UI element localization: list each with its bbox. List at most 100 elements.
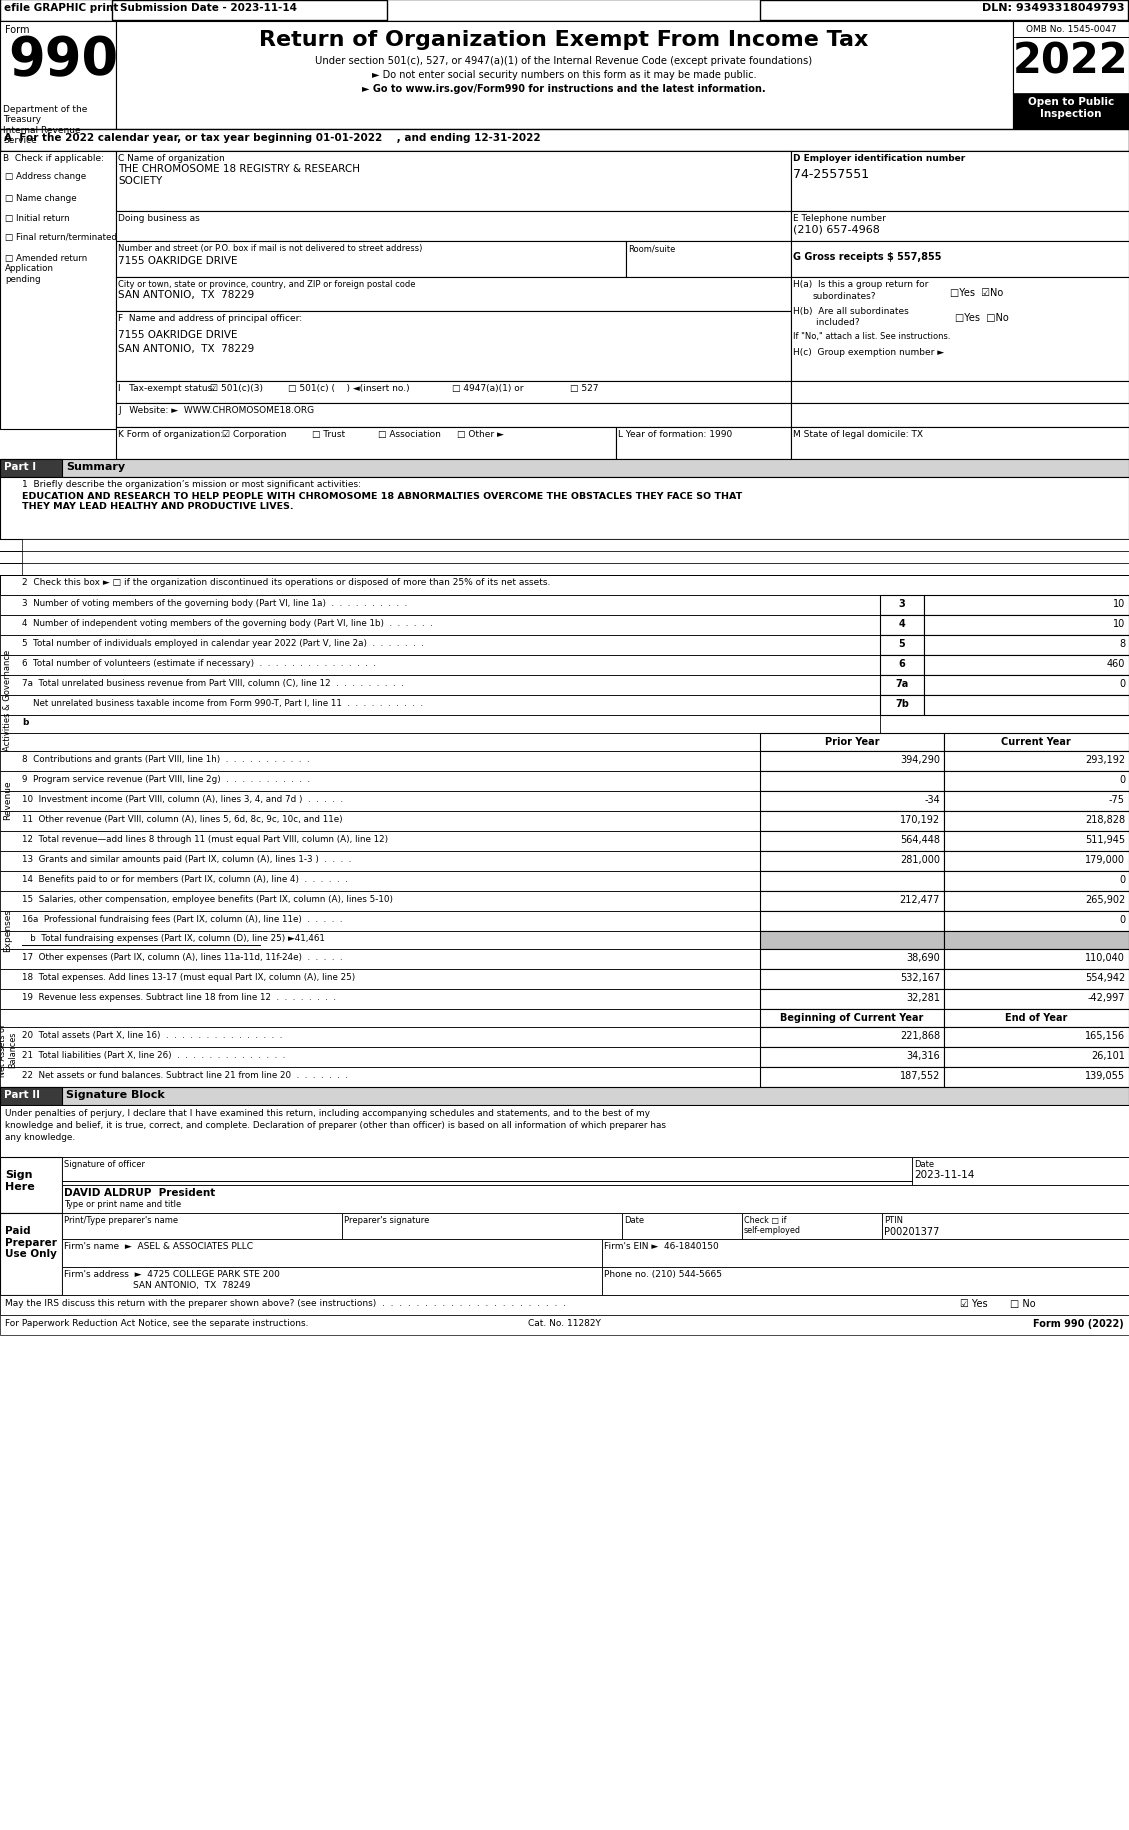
Text: 0: 0 xyxy=(1119,679,1124,688)
Bar xyxy=(0,655,879,675)
Bar xyxy=(879,655,924,675)
Text: □ Initial return: □ Initial return xyxy=(5,214,70,223)
Text: 10: 10 xyxy=(1113,619,1124,630)
Text: ► Go to www.irs.gov/Form990 for instructions and the latest information.: ► Go to www.irs.gov/Form990 for instruct… xyxy=(362,84,765,93)
Text: 9  Program service revenue (Part VIII, line 2g)  .  .  .  .  .  .  .  .  .  .  .: 9 Program service revenue (Part VIII, li… xyxy=(21,774,310,783)
Bar xyxy=(924,635,1129,655)
Text: 170,192: 170,192 xyxy=(900,814,940,825)
Text: b: b xyxy=(21,717,28,727)
Text: 554,942: 554,942 xyxy=(1085,972,1124,983)
Text: M State of legal domicile: TX: M State of legal domicile: TX xyxy=(793,430,924,439)
Bar xyxy=(944,831,1129,851)
Text: 2022: 2022 xyxy=(1013,40,1129,82)
Text: OMB No. 1545-0047: OMB No. 1545-0047 xyxy=(1025,26,1117,35)
Text: ☑ Corporation: ☑ Corporation xyxy=(222,430,287,439)
Text: -75: -75 xyxy=(1109,794,1124,805)
Text: ☑ 501(c)(3): ☑ 501(c)(3) xyxy=(210,384,263,393)
Bar xyxy=(0,459,62,478)
Text: 1  Briefly describe the organization’s mission or most significant activities:: 1 Briefly describe the organization’s mi… xyxy=(21,479,361,489)
Bar xyxy=(0,1027,760,1047)
Text: 21  Total liabilities (Part X, line 26)  .  .  .  .  .  .  .  .  .  .  .  .  .  : 21 Total liabilities (Part X, line 26) .… xyxy=(21,1050,286,1060)
Text: Cat. No. 11282Y: Cat. No. 11282Y xyxy=(527,1318,601,1327)
Text: □ No: □ No xyxy=(1010,1297,1035,1308)
Bar xyxy=(944,1047,1129,1067)
Text: 7a: 7a xyxy=(895,679,909,688)
Bar xyxy=(116,22,1013,130)
Text: Form: Form xyxy=(5,26,29,35)
Bar xyxy=(342,1213,622,1239)
Text: 3  Number of voting members of the governing body (Part VI, line 1a)  .  .  .  .: 3 Number of voting members of the govern… xyxy=(21,598,408,608)
Text: 110,040: 110,040 xyxy=(1085,952,1124,963)
Text: If "No," attach a list. See instructions.: If "No," attach a list. See instructions… xyxy=(793,331,951,340)
Bar xyxy=(0,1213,62,1296)
Bar xyxy=(0,22,116,130)
Text: Submission Date - 2023-11-14: Submission Date - 2023-11-14 xyxy=(120,4,297,13)
Text: □ Other ►: □ Other ► xyxy=(457,430,504,439)
Text: 38,690: 38,690 xyxy=(907,952,940,963)
Bar xyxy=(0,130,1129,152)
Text: ► Do not enter social security numbers on this form as it may be made public.: ► Do not enter social security numbers o… xyxy=(371,70,756,81)
Text: Activities & Governance: Activities & Governance xyxy=(3,650,12,750)
Text: A  For the 2022 calendar year, or tax year beginning 01-01-2022    , and ending : A For the 2022 calendar year, or tax yea… xyxy=(5,134,541,143)
Text: Under penalties of perjury, I declare that I have examined this return, includin: Under penalties of perjury, I declare th… xyxy=(5,1109,650,1118)
Text: 15  Salaries, other compensation, employee benefits (Part IX, column (A), lines : 15 Salaries, other compensation, employe… xyxy=(21,895,393,904)
Text: E Telephone number: E Telephone number xyxy=(793,214,886,223)
Bar xyxy=(879,635,924,655)
Text: 6: 6 xyxy=(899,659,905,668)
Bar xyxy=(116,404,791,428)
Text: Form 990 (2022): Form 990 (2022) xyxy=(1033,1318,1124,1329)
Text: 990: 990 xyxy=(8,35,119,86)
Text: K Form of organization:: K Form of organization: xyxy=(119,430,224,439)
Bar xyxy=(0,1105,1129,1157)
Text: Date: Date xyxy=(624,1215,645,1224)
Bar xyxy=(0,792,760,811)
Text: H(b)  Are all subordinates: H(b) Are all subordinates xyxy=(793,307,909,317)
Text: 532,167: 532,167 xyxy=(900,972,940,983)
Bar xyxy=(0,152,116,430)
Text: F  Name and address of principal officer:: F Name and address of principal officer: xyxy=(119,313,303,322)
Bar xyxy=(944,1067,1129,1087)
Bar xyxy=(924,675,1129,695)
Text: □ 4947(a)(1) or: □ 4947(a)(1) or xyxy=(452,384,524,393)
Bar xyxy=(0,675,879,695)
Text: 394,290: 394,290 xyxy=(900,754,940,765)
Text: DLN: 93493318049793: DLN: 93493318049793 xyxy=(982,4,1124,13)
Text: 460: 460 xyxy=(1106,659,1124,668)
Text: 265,902: 265,902 xyxy=(1085,895,1124,904)
Text: 564,448: 564,448 xyxy=(900,834,940,844)
Text: I   Tax-exempt status:: I Tax-exempt status: xyxy=(119,384,216,393)
Text: Firm's address  ►  4725 COLLEGE PARK STE 200: Firm's address ► 4725 COLLEGE PARK STE 2… xyxy=(64,1270,280,1279)
Text: 218,828: 218,828 xyxy=(1085,814,1124,825)
Text: Room/suite: Room/suite xyxy=(628,243,675,253)
Text: Sign
Here: Sign Here xyxy=(5,1169,35,1191)
Bar xyxy=(944,1010,1129,1027)
Bar xyxy=(0,576,1129,597)
Text: Open to Public
Inspection: Open to Public Inspection xyxy=(1027,97,1114,119)
Bar xyxy=(791,278,1129,382)
Text: 8  Contributions and grants (Part VIII, line 1h)  .  .  .  .  .  .  .  .  .  .  : 8 Contributions and grants (Part VIII, l… xyxy=(21,754,309,763)
Bar xyxy=(791,404,1129,428)
Text: □ Association: □ Association xyxy=(378,430,441,439)
Bar xyxy=(760,990,944,1010)
Text: G Gross receipts $ 557,855: G Gross receipts $ 557,855 xyxy=(793,253,942,262)
Bar xyxy=(0,1047,760,1067)
Bar xyxy=(0,911,760,931)
Bar xyxy=(62,1157,912,1186)
Bar xyxy=(62,1239,602,1268)
Bar xyxy=(112,2,387,20)
Bar xyxy=(0,478,1129,540)
Text: Beginning of Current Year: Beginning of Current Year xyxy=(780,1012,924,1023)
Bar xyxy=(791,428,1129,459)
Text: 10  Investment income (Part VIII, column (A), lines 3, 4, and 7d )  .  .  .  .  : 10 Investment income (Part VIII, column … xyxy=(21,794,343,803)
Bar xyxy=(791,212,1129,242)
Bar xyxy=(882,1213,1129,1239)
Bar xyxy=(944,1027,1129,1047)
Text: May the IRS discuss this return with the preparer shown above? (see instructions: May the IRS discuss this return with the… xyxy=(5,1297,566,1307)
Text: Return of Organization Exempt From Income Tax: Return of Organization Exempt From Incom… xyxy=(260,29,868,49)
Bar xyxy=(116,242,625,278)
Bar xyxy=(0,597,879,615)
Bar xyxy=(760,1010,944,1027)
Text: 4: 4 xyxy=(899,619,905,630)
Bar xyxy=(0,772,760,792)
Text: □ 501(c) (    ) ◄(insert no.): □ 501(c) ( ) ◄(insert no.) xyxy=(288,384,410,393)
